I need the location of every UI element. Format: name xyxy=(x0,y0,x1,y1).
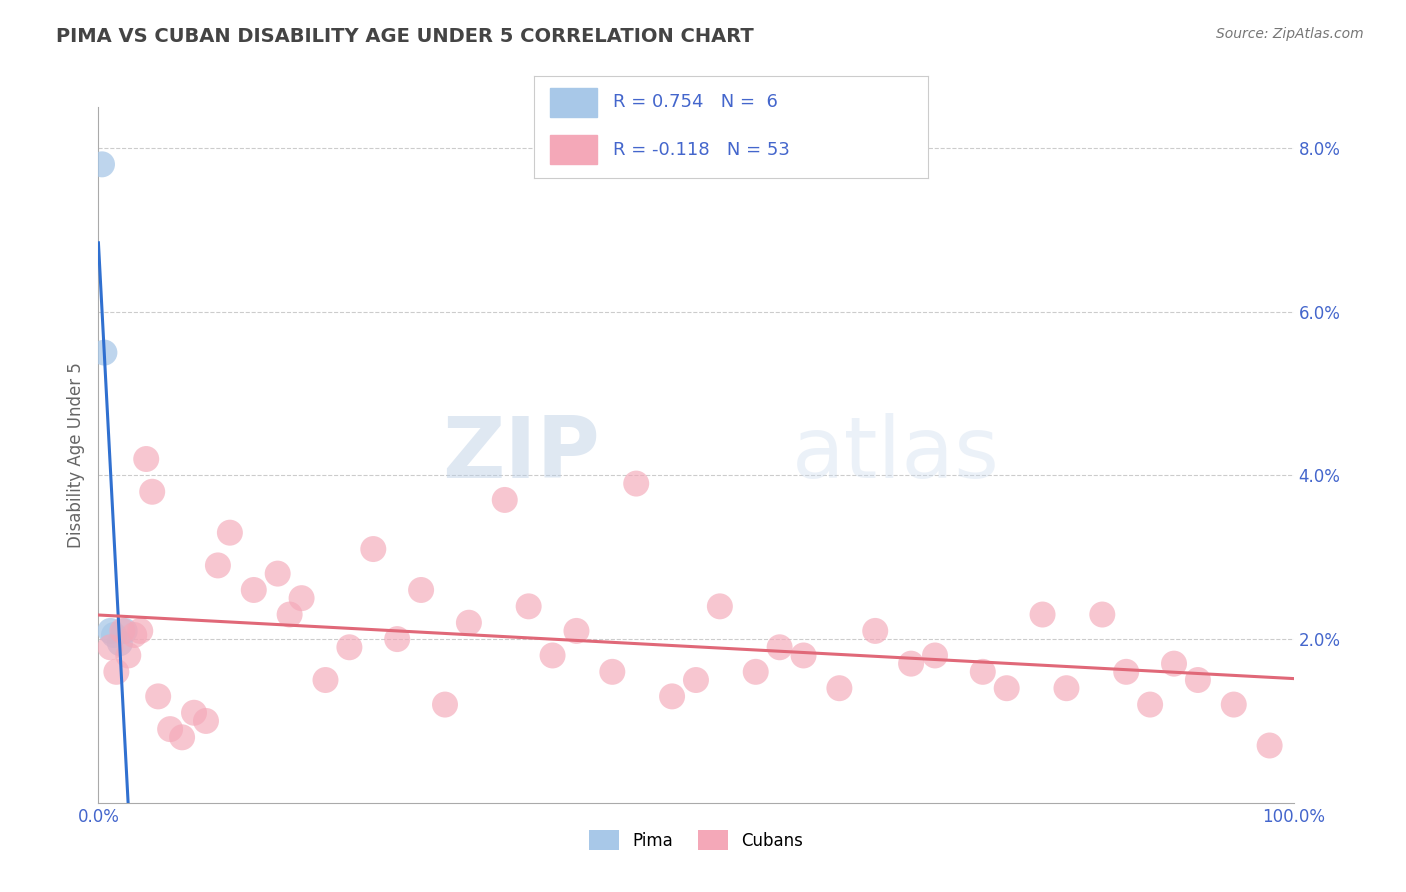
Point xyxy=(315,673,337,687)
Point xyxy=(93,345,115,359)
Point xyxy=(207,558,229,573)
Point xyxy=(745,665,768,679)
Point xyxy=(1115,665,1137,679)
Point xyxy=(172,731,194,745)
Text: Source: ZipAtlas.com: Source: ZipAtlas.com xyxy=(1216,27,1364,41)
Point xyxy=(278,607,301,622)
Point xyxy=(1258,739,1281,753)
Point xyxy=(995,681,1018,696)
Point xyxy=(972,665,994,679)
Point xyxy=(541,648,564,663)
Point xyxy=(91,157,114,171)
Point xyxy=(98,624,122,638)
Point xyxy=(108,636,131,650)
Point xyxy=(685,673,707,687)
Point xyxy=(769,640,792,655)
Point xyxy=(195,714,218,728)
Point xyxy=(129,624,152,638)
Point xyxy=(291,591,314,606)
Point xyxy=(661,690,683,704)
Text: ZIP: ZIP xyxy=(443,413,600,497)
Point xyxy=(159,722,181,736)
Bar xyxy=(550,88,598,117)
Point xyxy=(411,582,433,597)
Point xyxy=(124,628,146,642)
Point xyxy=(828,681,851,696)
Point xyxy=(1056,681,1078,696)
Point xyxy=(517,599,540,614)
Point xyxy=(219,525,242,540)
Point xyxy=(709,599,731,614)
Point xyxy=(1032,607,1054,622)
Point xyxy=(243,582,266,597)
Point xyxy=(339,640,361,655)
Point xyxy=(602,665,624,679)
Point xyxy=(626,476,648,491)
Point xyxy=(900,657,922,671)
Point xyxy=(117,648,139,663)
Text: R = 0.754   N =  6: R = 0.754 N = 6 xyxy=(613,94,778,112)
Point xyxy=(141,484,163,499)
Point xyxy=(924,648,946,663)
Point xyxy=(111,624,134,638)
Point xyxy=(1163,657,1185,671)
Point xyxy=(434,698,457,712)
Bar xyxy=(550,136,598,164)
Point xyxy=(183,706,205,720)
Point xyxy=(793,648,815,663)
Point xyxy=(363,542,385,557)
Point xyxy=(865,624,887,638)
Point xyxy=(1187,673,1209,687)
Point xyxy=(494,492,516,507)
Legend: Pima, Cubans: Pima, Cubans xyxy=(582,823,810,857)
Point xyxy=(1139,698,1161,712)
Point xyxy=(458,615,481,630)
Point xyxy=(98,640,122,655)
Point xyxy=(385,632,409,646)
Point xyxy=(565,624,588,638)
Point xyxy=(148,690,170,704)
Point xyxy=(1091,607,1114,622)
Point xyxy=(135,452,157,467)
Y-axis label: Disability Age Under 5: Disability Age Under 5 xyxy=(66,362,84,548)
Point xyxy=(114,624,136,638)
Point xyxy=(105,665,128,679)
Text: R = -0.118   N = 53: R = -0.118 N = 53 xyxy=(613,141,790,159)
Point xyxy=(1223,698,1246,712)
Point xyxy=(103,628,125,642)
Text: PIMA VS CUBAN DISABILITY AGE UNDER 5 CORRELATION CHART: PIMA VS CUBAN DISABILITY AGE UNDER 5 COR… xyxy=(56,27,754,45)
Text: atlas: atlas xyxy=(792,413,1000,497)
Point xyxy=(267,566,290,581)
